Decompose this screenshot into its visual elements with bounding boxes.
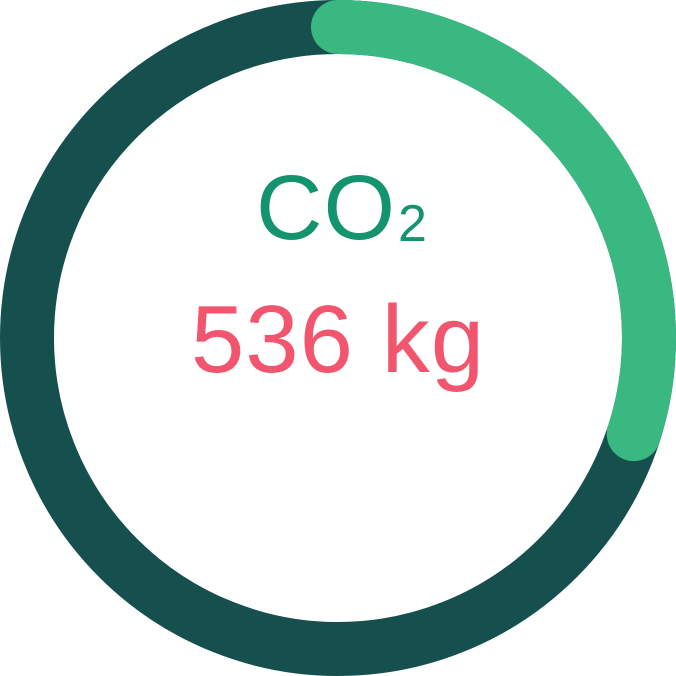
metric-label-main: CO [256, 157, 397, 259]
metric-label: CO2 [0, 158, 676, 272]
metric-label-subscript: 2 [398, 195, 428, 253]
metric-value: 536 kg [190, 286, 486, 393]
